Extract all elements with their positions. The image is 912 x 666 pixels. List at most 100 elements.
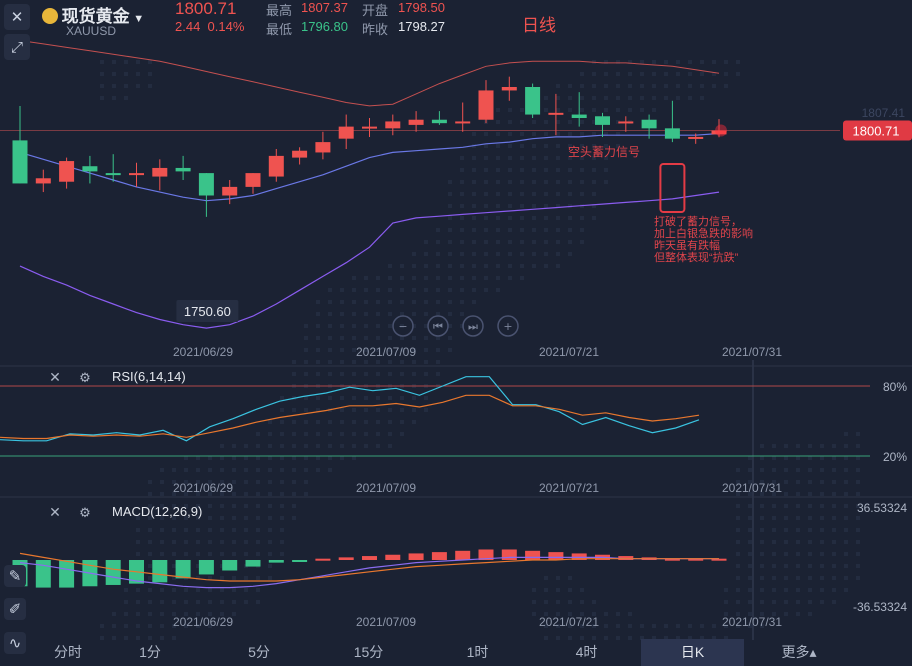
- zoom-out-icon[interactable]: −: [392, 315, 414, 337]
- map-dot: [484, 276, 488, 280]
- map-dot: [772, 468, 776, 472]
- map-dot: [148, 504, 152, 508]
- map-dot: [544, 588, 548, 592]
- map-dot: [496, 240, 500, 244]
- period-tab[interactable]: 分时: [54, 644, 82, 660]
- map-dot: [304, 468, 308, 472]
- map-dot: [580, 216, 584, 220]
- map-dot: [580, 156, 584, 160]
- rsi-close-icon[interactable]: ✕: [49, 370, 61, 386]
- map-dot: [592, 84, 596, 88]
- period-tab[interactable]: 1时: [466, 644, 489, 660]
- map-dot: [592, 108, 596, 112]
- map-dot: [556, 588, 560, 592]
- map-dot: [436, 360, 440, 364]
- map-dot: [760, 552, 764, 556]
- instrument-title[interactable]: 现货黄金 ▼: [42, 2, 144, 27]
- macd-settings-icon[interactable]: ⚙: [79, 506, 91, 521]
- map-dot: [748, 600, 752, 604]
- map-dot: [232, 588, 236, 592]
- rsi-settings-icon[interactable]: ⚙: [79, 371, 91, 386]
- map-dot: [172, 600, 176, 604]
- map-dot: [580, 180, 584, 184]
- map-dot: [832, 540, 836, 544]
- map-dot: [376, 348, 380, 352]
- period-tab[interactable]: 4时: [575, 644, 598, 660]
- macd-close-icon[interactable]: ✕: [49, 505, 61, 521]
- map-dot: [508, 132, 512, 136]
- prev-icon[interactable]: ⏮: [427, 315, 449, 337]
- map-dot: [256, 600, 260, 604]
- map-dot: [412, 324, 416, 328]
- map-dot: [748, 528, 752, 532]
- map-dot: [856, 480, 860, 484]
- map-dot: [628, 636, 632, 640]
- zoom-in-icon[interactable]: +: [497, 315, 519, 337]
- map-dot: [184, 468, 188, 472]
- map-dot: [424, 264, 428, 268]
- map-dot: [244, 480, 248, 484]
- map-dot: [448, 264, 452, 268]
- map-dot: [412, 276, 416, 280]
- map-dot: [832, 588, 836, 592]
- map-dot: [388, 300, 392, 304]
- map-dot: [640, 60, 644, 64]
- indicator-icon[interactable]: ∿: [4, 632, 26, 654]
- map-dot: [160, 588, 164, 592]
- map-dot: [652, 96, 656, 100]
- map-dot: [136, 600, 140, 604]
- high-label: 最高: [266, 3, 293, 18]
- period-tab[interactable]: 15分: [353, 644, 384, 660]
- map-dot: [508, 264, 512, 268]
- map-dot: [616, 60, 620, 64]
- map-dot: [136, 60, 140, 64]
- map-dot: [592, 204, 596, 208]
- close-icon[interactable]: ✕: [4, 4, 30, 30]
- map-dot: [196, 468, 200, 472]
- map-dot: [652, 84, 656, 88]
- period-tab[interactable]: 日K: [641, 639, 744, 666]
- map-dot: [556, 216, 560, 220]
- period-tab[interactable]: 1分: [139, 644, 161, 660]
- map-dot: [772, 600, 776, 604]
- map-dot: [520, 180, 524, 184]
- macd-bar: [315, 558, 331, 561]
- map-dot: [544, 144, 548, 148]
- map-dot: [448, 252, 452, 256]
- map-dot: [520, 240, 524, 244]
- pen-icon[interactable]: ✐: [4, 598, 26, 620]
- map-dot: [568, 588, 572, 592]
- fullscreen-icon[interactable]: ⤢: [4, 34, 30, 60]
- map-dot: [448, 348, 452, 352]
- map-dot: [652, 636, 656, 640]
- next-icon[interactable]: ⏭: [462, 315, 484, 337]
- map-dot: [832, 444, 836, 448]
- map-dot: [760, 468, 764, 472]
- period-tab[interactable]: 更多▴: [781, 644, 817, 660]
- nav-circle: [497, 315, 519, 337]
- map-dot: [808, 600, 812, 604]
- map-dot: [436, 336, 440, 340]
- map-dot: [424, 276, 428, 280]
- map-dot: [748, 564, 752, 568]
- map-dot: [196, 492, 200, 496]
- period-tab[interactable]: 5分: [248, 644, 270, 660]
- map-dot: [580, 600, 584, 604]
- map-dot: [172, 540, 176, 544]
- drawing-tool-icon[interactable]: ✎: [4, 565, 26, 587]
- map-dot: [256, 504, 260, 508]
- map-dot: [160, 504, 164, 508]
- map-dot: [580, 120, 584, 124]
- map-dot: [688, 636, 692, 640]
- map-dot: [532, 216, 536, 220]
- map-dot: [244, 540, 248, 544]
- nav-circle: [427, 315, 449, 337]
- map-dot: [472, 276, 476, 280]
- map-dot: [364, 372, 368, 376]
- map-dot: [628, 108, 632, 112]
- map-dot: [196, 600, 200, 604]
- map-dot: [664, 60, 668, 64]
- map-dot: [172, 492, 176, 496]
- map-dot: [472, 228, 476, 232]
- map-dot: [352, 300, 356, 304]
